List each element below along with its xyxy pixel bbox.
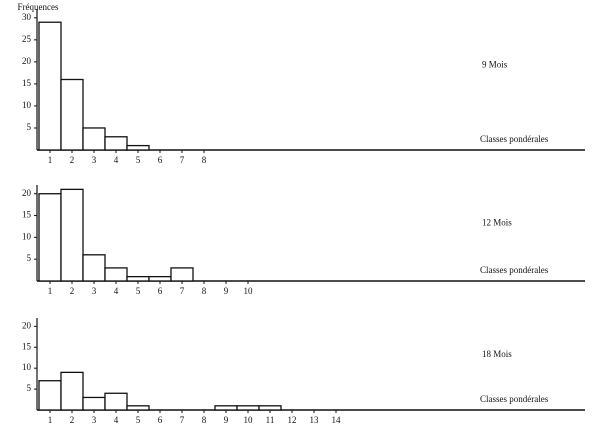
bar [170, 267, 194, 282]
x-tick-label: 12 [288, 415, 297, 425]
x-tick-label: 1 [48, 155, 53, 165]
bar [38, 193, 62, 282]
x-tick-label: 13 [310, 415, 320, 425]
bar [104, 392, 128, 411]
bar [126, 144, 150, 151]
bar [82, 396, 106, 411]
x-tick-label: 11 [266, 415, 275, 425]
bar [38, 21, 62, 151]
x-tick-label: 7 [180, 155, 185, 165]
y-tick-label: 5 [27, 253, 32, 263]
bar [126, 405, 150, 411]
x-tick-label: 4 [114, 155, 119, 165]
x-tick-label: 9 [224, 415, 229, 425]
bar [60, 188, 84, 282]
y-tick-label: 10 [22, 100, 32, 110]
y-tick-label: 5 [27, 383, 32, 393]
x-tick-label: 6 [158, 415, 163, 425]
y-tick-label: 15 [22, 210, 32, 220]
x-tick-label: 6 [158, 155, 163, 165]
y-tick-label: 15 [22, 78, 32, 88]
x-tick-label: 7 [180, 286, 185, 296]
x-tick-label: 2 [70, 286, 75, 296]
x-tick-label: 3 [92, 286, 97, 296]
y-tick-label: 10 [22, 231, 32, 241]
y-axis-label: Fréquences [18, 2, 59, 12]
y-tick-label: 30 [22, 12, 32, 22]
panel-label: 9 Mois [482, 59, 508, 69]
bar [60, 371, 84, 411]
bar [82, 254, 106, 282]
panel-label: 12 Mois [482, 217, 512, 227]
x-tick-label: 10 [244, 415, 254, 425]
y-tick-label: 5 [27, 122, 32, 132]
x-tick-label: 1 [48, 286, 53, 296]
y-tick-label: 20 [22, 320, 32, 330]
x-tick-label: 2 [70, 415, 75, 425]
y-tick-label: 20 [22, 56, 32, 66]
x-tick-label: 14 [332, 415, 342, 425]
x-tick-label: 8 [202, 155, 207, 165]
x-axis-label: Classes pondérales [480, 265, 549, 275]
bar [258, 405, 282, 411]
x-tick-label: 1 [48, 415, 53, 425]
x-tick-label: 8 [202, 286, 207, 296]
x-tick-label: 5 [136, 415, 141, 425]
x-axis-label: Classes pondérales [480, 134, 549, 144]
x-tick-label: 5 [136, 155, 141, 165]
bar [236, 405, 260, 411]
bar [214, 405, 238, 411]
bar [60, 78, 84, 151]
x-tick-label: 3 [92, 415, 97, 425]
x-tick-label: 6 [158, 286, 163, 296]
bar [126, 275, 150, 282]
bar [38, 380, 62, 411]
bar [82, 127, 106, 151]
x-tick-label: 3 [92, 155, 97, 165]
bar [104, 267, 128, 282]
x-tick-label: 4 [114, 415, 119, 425]
x-tick-label: 4 [114, 286, 119, 296]
y-tick-label: 15 [22, 341, 32, 351]
panel-label: 18 Mois [482, 349, 512, 359]
x-tick-label: 5 [136, 286, 141, 296]
x-tick-label: 10 [244, 286, 254, 296]
y-tick-label: 10 [22, 362, 32, 372]
y-tick-label: 20 [22, 188, 32, 198]
x-axis-label: Classes pondérales [480, 394, 549, 404]
y-tick-label: 25 [22, 34, 32, 44]
x-tick-label: 7 [180, 415, 185, 425]
x-tick-label: 2 [70, 155, 75, 165]
bar [104, 136, 128, 151]
bar [148, 275, 172, 282]
x-tick-label: 9 [224, 286, 229, 296]
x-tick-label: 8 [202, 415, 207, 425]
